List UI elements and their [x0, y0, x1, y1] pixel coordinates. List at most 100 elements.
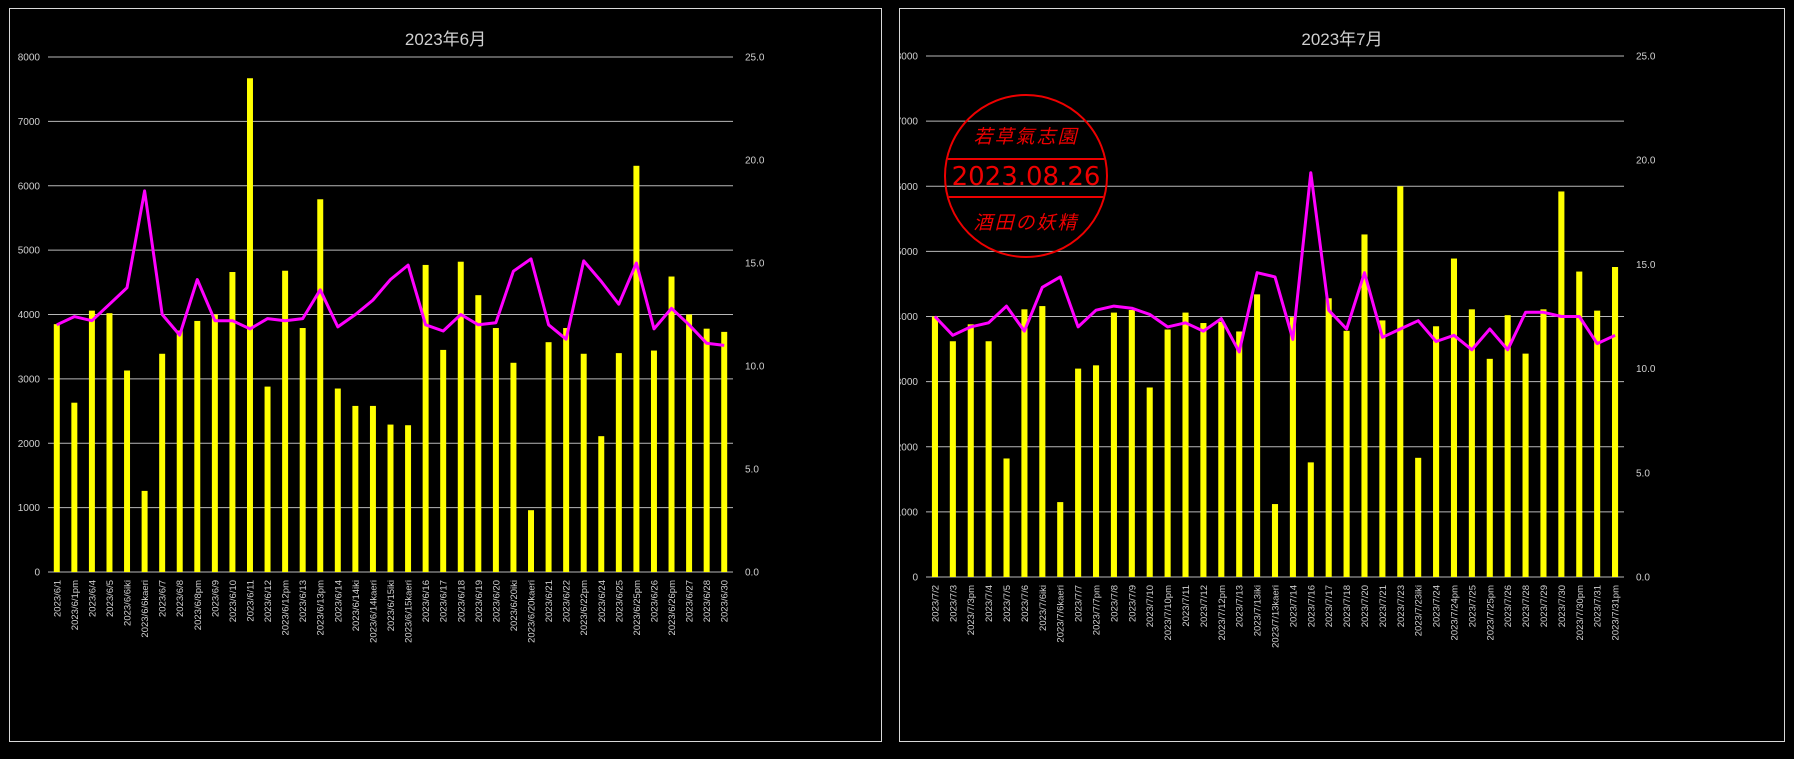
x-tick-label: 2023/7/28 [1521, 585, 1532, 627]
x-tick-label: 2023/7/11 [1181, 585, 1192, 627]
x-tick-label: 2023/7/6kaeri [1056, 585, 1067, 643]
x-tick-label: 2023/7/10pm [1163, 585, 1174, 641]
x-tick-label: 2023/6/13 [298, 580, 309, 622]
bar [686, 314, 693, 572]
x-tick-label: 2023/7/6iki [1038, 585, 1049, 631]
x-tick-label: 2023/6/13pm [316, 580, 327, 636]
x-tick-label: 2023/7/9 [1127, 585, 1138, 622]
y2-tick-label: 5.0 [745, 465, 759, 476]
x-tick-label: 2023/7/26 [1503, 585, 1514, 627]
x-tick-label: 2023/6/10 [228, 580, 239, 622]
chart-july-plot: 0 1000 2000 3000 4000 5000 6000 7000 8000 0.0 5.0 1… [900, 52, 1656, 648]
bar [1361, 234, 1368, 577]
bar [369, 405, 376, 572]
x-tick-label: 2023/7/7pm [1092, 585, 1103, 635]
y2-tick-label: 25.0 [1636, 52, 1656, 63]
bar [1468, 309, 1475, 577]
bar [1486, 358, 1493, 577]
bar [299, 328, 306, 572]
series-line [56, 189, 725, 347]
x-tick-label: 2023/6/22 [562, 580, 573, 622]
x-tick-label: 2023/7/16 [1306, 585, 1317, 627]
stamp-top-text: 若草氣志園 [973, 126, 1079, 148]
x-tick-label: 2023/7/20 [1360, 585, 1371, 627]
bar [88, 310, 95, 572]
x-tick-label: 2023/7/2 [930, 585, 941, 622]
bar [985, 341, 992, 577]
x-tick-label: 2023/6/15iki [386, 580, 397, 631]
bar [1343, 330, 1350, 577]
x-tick-label: 2023/6/11 [246, 580, 257, 622]
x-tick-label: 2023/6/14iki [351, 580, 362, 631]
x-tick-label: 2023/7/31 [1593, 585, 1604, 627]
x-tick-label: 2023/7/25 [1467, 585, 1478, 627]
x-tick-label: 2023/6/16 [421, 580, 432, 622]
bar [703, 328, 710, 572]
x-tick-label: 2023/6/1pm [70, 580, 81, 630]
y2-tick-label: 15.0 [745, 259, 765, 270]
bar [492, 328, 499, 572]
bar [141, 490, 148, 572]
bar [405, 425, 412, 572]
chart-panel-june: 2023年6月 0 1000 2000 3000 4000 5000 6000 7000 800… [9, 8, 882, 742]
x-tick-label: 2023/6/5 [105, 580, 116, 617]
chart-title: 2023年6月 [404, 30, 487, 49]
y-tick-label: 4000 [18, 310, 41, 321]
x-tick-label: 2023/6/26pm [667, 580, 678, 636]
bar [457, 261, 464, 572]
bar [387, 424, 394, 572]
bar [229, 272, 236, 572]
x-tick-label: 2023/6/14 [333, 580, 344, 622]
bar [264, 386, 271, 572]
bar [317, 199, 324, 573]
chart-panel-july: 2023年7月 0 1000 2000 3000 4000 5000 6000 7000 800… [899, 8, 1785, 742]
x-tick-label: 2023/6/8pm [193, 580, 204, 630]
chart-title: 2023年7月 [1301, 30, 1383, 49]
x-tick-label: 2023/6/19 [474, 580, 485, 622]
y-tick-label: 4000 [900, 312, 918, 323]
bar [615, 353, 622, 572]
x-tick-label: 2023/6/17 [439, 580, 450, 622]
x-tick-label: 2023/7/12 [1199, 585, 1210, 627]
x-tick-label: 2023/7/3 [948, 585, 959, 622]
x-tick-label: 2023/7/24pm [1450, 585, 1461, 641]
bar [106, 313, 113, 572]
x-tick-label: 2023/6/4 [87, 580, 98, 617]
x-tick-label: 2023/7/12pm [1217, 585, 1228, 641]
x-tick-label: 2023/7/13kaeri [1271, 585, 1282, 648]
bar [650, 350, 657, 572]
bar [598, 436, 605, 572]
x-tick-label: 2023/7/23iki [1414, 585, 1425, 636]
bar [1164, 329, 1171, 577]
x-tick-label: 2023/7/18 [1342, 585, 1353, 627]
bar [1558, 191, 1565, 577]
x-tick-label: 2023/7/6 [1020, 585, 1031, 622]
y2-tick-label: 15.0 [1636, 260, 1656, 271]
y2-tick-label: 25.0 [745, 53, 765, 64]
y2-tick-label: 0.0 [1636, 573, 1650, 584]
y2-tick-label: 0.0 [745, 568, 759, 579]
y-tick-label: 0 [34, 568, 40, 579]
x-tick-label: 2023/6/7 [158, 580, 169, 617]
date-stamp: 若草氣志園 2023.08.26 酒田の妖精 [944, 94, 1108, 258]
y2-tick-label: 20.0 [1636, 156, 1656, 167]
bar [1271, 504, 1279, 577]
bar [1146, 387, 1153, 577]
y-tick-label: 2000 [18, 439, 41, 450]
bar [124, 370, 131, 572]
x-tick-label: 2023/6/9 [210, 580, 221, 617]
x-tick-label: 2023/7/13iki [1253, 585, 1264, 636]
bar [1594, 310, 1601, 577]
bar [931, 316, 938, 577]
y-tick-label: 2000 [900, 442, 918, 453]
x-tick-label: 2023/7/17 [1324, 585, 1335, 627]
bar [1200, 323, 1207, 577]
series-line [933, 171, 1616, 354]
y-tick-label: 5000 [18, 246, 41, 257]
x-tick-label: 2023/6/8 [175, 580, 186, 617]
bar [1522, 353, 1529, 577]
bar [1450, 258, 1458, 577]
bar [71, 402, 78, 572]
x-tick-label: 2023/6/12pm [281, 580, 292, 636]
y2-tick-label: 10.0 [1636, 364, 1656, 375]
